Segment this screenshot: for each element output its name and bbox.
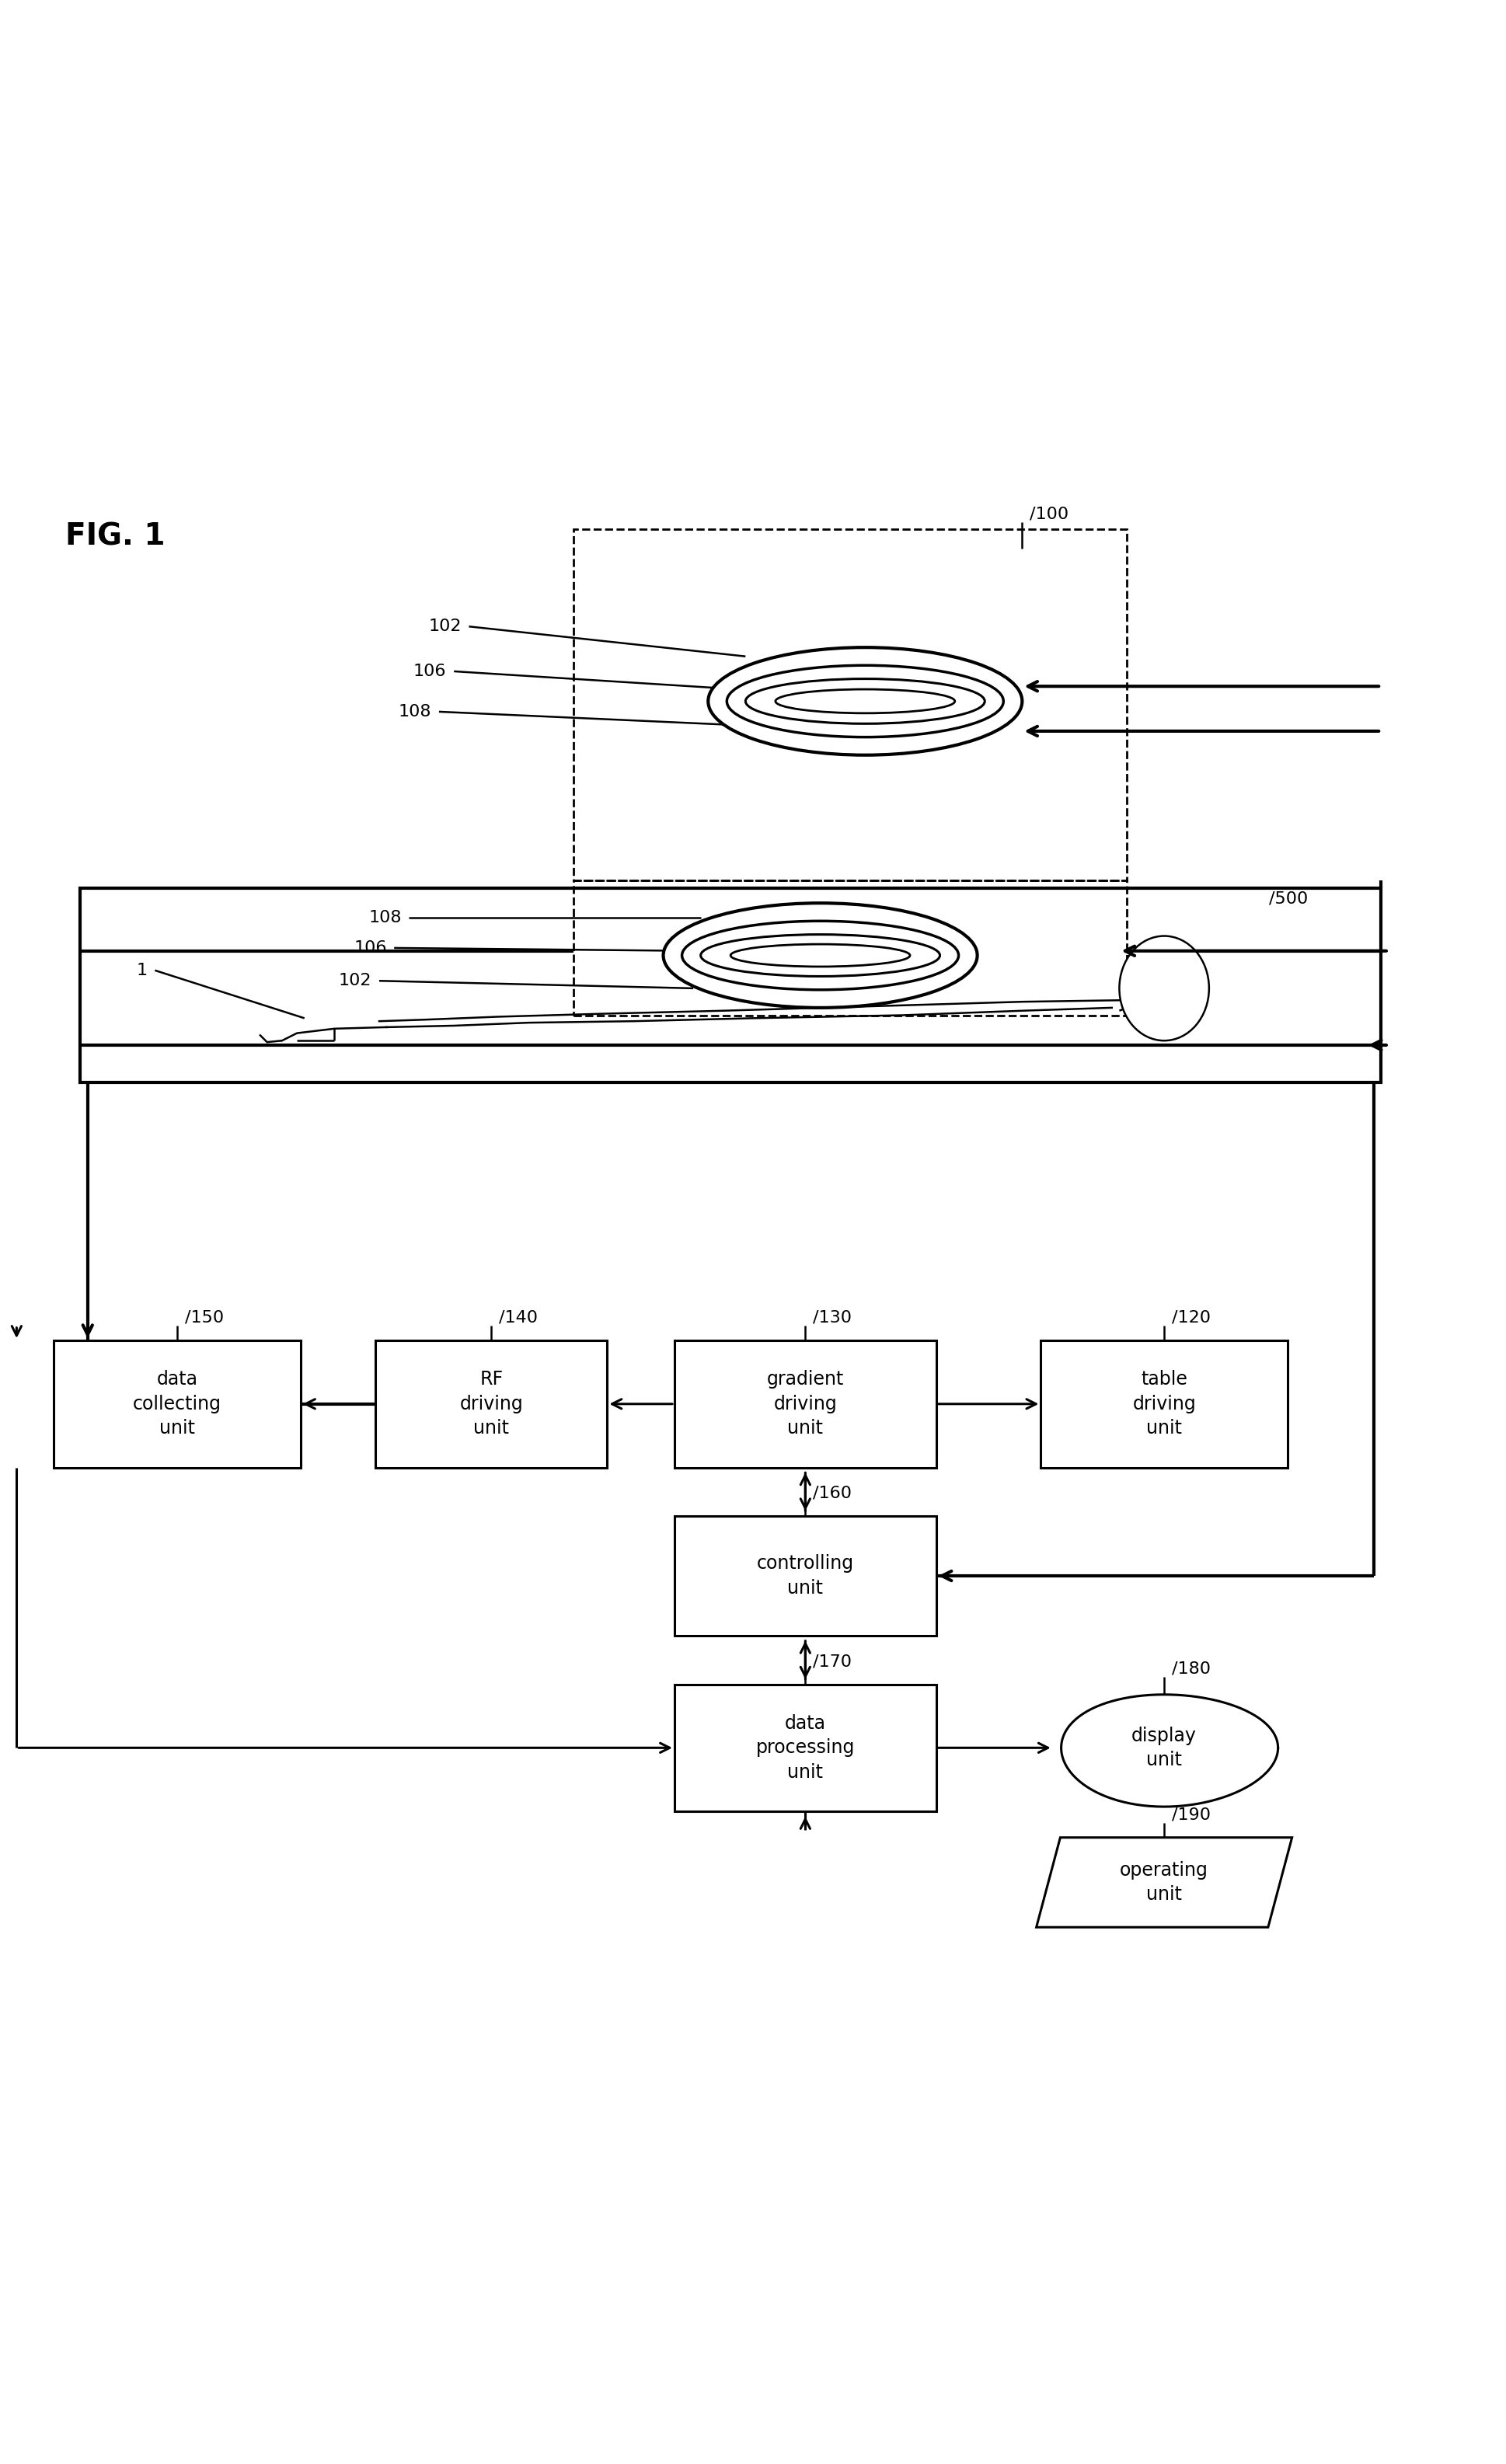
Text: operating
unit: operating unit (1120, 1860, 1208, 1905)
Text: /100: /100 (1030, 505, 1069, 522)
Text: display
unit: display unit (1131, 1727, 1197, 1769)
Ellipse shape (708, 648, 1023, 754)
Text: /130: /130 (813, 1311, 852, 1326)
Text: 108: 108 (399, 705, 432, 719)
Bar (80, 887, 1381, 1082)
Text: 1: 1 (137, 963, 148, 978)
Bar (574, 530, 1126, 880)
Text: gradient
driving
unit: gradient driving unit (767, 1370, 843, 1439)
Bar (675, 1685, 937, 1811)
Text: /120: /120 (1172, 1311, 1211, 1326)
Text: 102: 102 (339, 973, 372, 988)
Text: /180: /180 (1172, 1661, 1211, 1678)
Polygon shape (1062, 1695, 1279, 1806)
Text: RF
driving
unit: RF driving unit (459, 1370, 523, 1439)
Ellipse shape (682, 922, 959, 991)
Text: 106: 106 (354, 941, 387, 956)
Text: /170: /170 (813, 1653, 852, 1668)
Bar (574, 880, 1126, 1015)
Text: /160: /160 (813, 1486, 852, 1501)
Text: controlling
unit: controlling unit (756, 1555, 854, 1597)
Text: 106: 106 (414, 663, 446, 680)
Bar (675, 1340, 937, 1469)
Text: table
driving
unit: table driving unit (1133, 1370, 1196, 1439)
Text: data
collecting
unit: data collecting unit (133, 1370, 221, 1439)
Ellipse shape (1119, 936, 1209, 1040)
Text: /140: /140 (498, 1311, 538, 1326)
Bar (375, 1340, 607, 1469)
Text: FIG. 1: FIG. 1 (65, 522, 166, 552)
Ellipse shape (730, 944, 910, 966)
Bar (54, 1340, 301, 1469)
Ellipse shape (700, 934, 940, 976)
Polygon shape (1036, 1838, 1292, 1927)
Text: 108: 108 (369, 909, 402, 926)
Text: /500: /500 (1270, 890, 1307, 907)
Bar (675, 1515, 937, 1636)
Text: data
processing
unit: data processing unit (756, 1715, 855, 1781)
Bar (1041, 1340, 1288, 1469)
Ellipse shape (776, 690, 955, 712)
Text: 102: 102 (428, 618, 461, 633)
Ellipse shape (745, 678, 985, 724)
Ellipse shape (663, 904, 977, 1008)
Ellipse shape (727, 665, 1003, 737)
Text: /150: /150 (185, 1311, 224, 1326)
Text: /190: /190 (1172, 1806, 1211, 1823)
